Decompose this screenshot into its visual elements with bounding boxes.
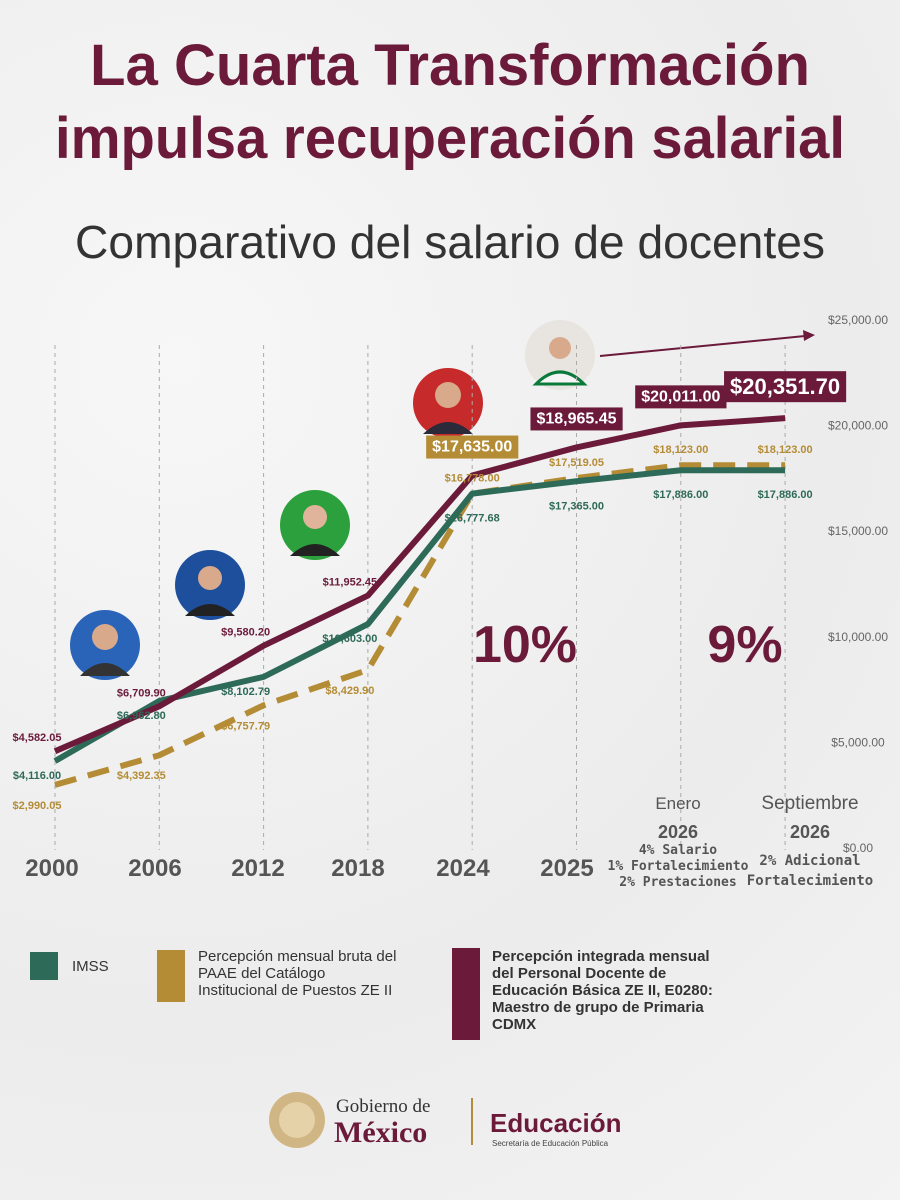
arrow-head <box>803 330 815 341</box>
footer-educacion: Educación <box>490 1108 621 1138</box>
legend-swatch <box>157 950 185 1002</box>
legend-label: Percepción integrada mensual del Persona… <box>492 948 713 1033</box>
value-label: $8,102.79 <box>221 686 270 698</box>
portrait <box>175 550 245 620</box>
value-label: $20,351.70 <box>730 374 840 399</box>
footer-gobierno: Gobierno de <box>336 1096 430 1117</box>
percent-annotation: 9% <box>707 616 782 674</box>
period-note: 4% Salario <box>639 843 717 858</box>
value-label-box: $20,011.00 <box>635 385 727 409</box>
x-tick-label: 2025 <box>540 855 593 882</box>
y-tick-label: $0.00 <box>843 841 873 855</box>
footer-sep: Secretaría de Educación Pública <box>492 1139 609 1148</box>
series-line <box>53 415 786 754</box>
value-label: $17,635.00 <box>432 439 512 456</box>
value-label: $18,123.00 <box>758 444 813 456</box>
value-label: $6,757.79 <box>221 720 270 732</box>
value-label-box: $18,965.45 <box>530 407 623 431</box>
value-label: $6,962.80 <box>117 710 166 722</box>
x-tick-label: 2018 <box>331 855 384 882</box>
value-label: $17,886.00 <box>653 489 708 501</box>
value-label: $18,123.00 <box>653 444 708 456</box>
title-line: La Cuarta Transformación <box>90 33 810 98</box>
y-tick-label: $20,000.00 <box>828 419 888 433</box>
value-label: $2,990.05 <box>13 800 62 812</box>
value-label: $18,965.45 <box>536 410 616 427</box>
legend-swatch <box>30 952 58 980</box>
period-month: Septiembre <box>761 793 858 814</box>
portrait <box>525 320 595 390</box>
value-label: $4,392.35 <box>117 770 166 782</box>
y-tick-label: $15,000.00 <box>828 524 888 538</box>
period-note: 1% Fortalecimiento <box>608 859 749 874</box>
period-note: 2% Prestaciones <box>619 875 736 890</box>
value-label: $16,777.68 <box>445 513 500 525</box>
legend-label: IMSS <box>72 958 109 975</box>
arrow <box>599 335 806 357</box>
value-label-box: $17,635.00 <box>426 435 519 459</box>
value-label: $17,886.00 <box>758 489 813 501</box>
footer: Gobierno de México Educación Secretaría … <box>269 1092 621 1149</box>
x-tick-label: 2024 <box>436 855 490 882</box>
x-tick-label: 2012 <box>231 855 284 882</box>
value-label: $20,011.00 <box>641 388 720 405</box>
series-line <box>54 462 786 788</box>
y-tick-label: $5,000.00 <box>831 735 885 749</box>
value-label: $16,778.00 <box>445 473 500 485</box>
x-tick-label: 2000 <box>25 855 78 882</box>
portrait <box>280 490 350 560</box>
value-label: $17,365.00 <box>549 500 604 512</box>
value-label: $6,709.90 <box>117 687 166 699</box>
value-label-box: $20,351.70 <box>724 371 847 403</box>
value-label: $11,952.45 <box>323 577 377 589</box>
y-tick-label: $10,000.00 <box>828 630 888 644</box>
label-box <box>426 435 519 459</box>
portrait <box>70 610 140 680</box>
value-label: $8,429.90 <box>325 685 374 697</box>
subtitle: Comparativo del salario de docentes <box>75 216 825 268</box>
legend-label: Percepción mensual bruta del PAAE del Ca… <box>198 948 397 999</box>
period-note: 2% Adicional <box>759 853 860 869</box>
value-label: $4,116.00 <box>13 770 61 782</box>
title-line: impulsa recuperación salarial <box>55 106 845 171</box>
x-tick-label: 2026 <box>658 822 698 842</box>
legend-swatch <box>452 948 480 1040</box>
label-box <box>635 385 727 409</box>
period-note: Fortalecimiento <box>747 873 873 889</box>
portrait <box>413 368 483 438</box>
value-label: $10,603.00 <box>322 633 377 645</box>
footer-mexico: México <box>334 1116 427 1149</box>
label-box <box>724 371 847 403</box>
value-label: $17,519.05 <box>549 457 604 469</box>
value-label: $9,580.20 <box>221 627 270 639</box>
y-tick-label: $25,000.00 <box>828 313 888 327</box>
period-month: Enero <box>655 794 700 813</box>
x-tick-label: 2026 <box>790 822 830 842</box>
value-label: $4,582.05 <box>13 732 62 744</box>
label-box <box>530 407 623 431</box>
percent-annotation: 10% <box>473 616 577 674</box>
x-tick-label: 2006 <box>128 855 181 882</box>
